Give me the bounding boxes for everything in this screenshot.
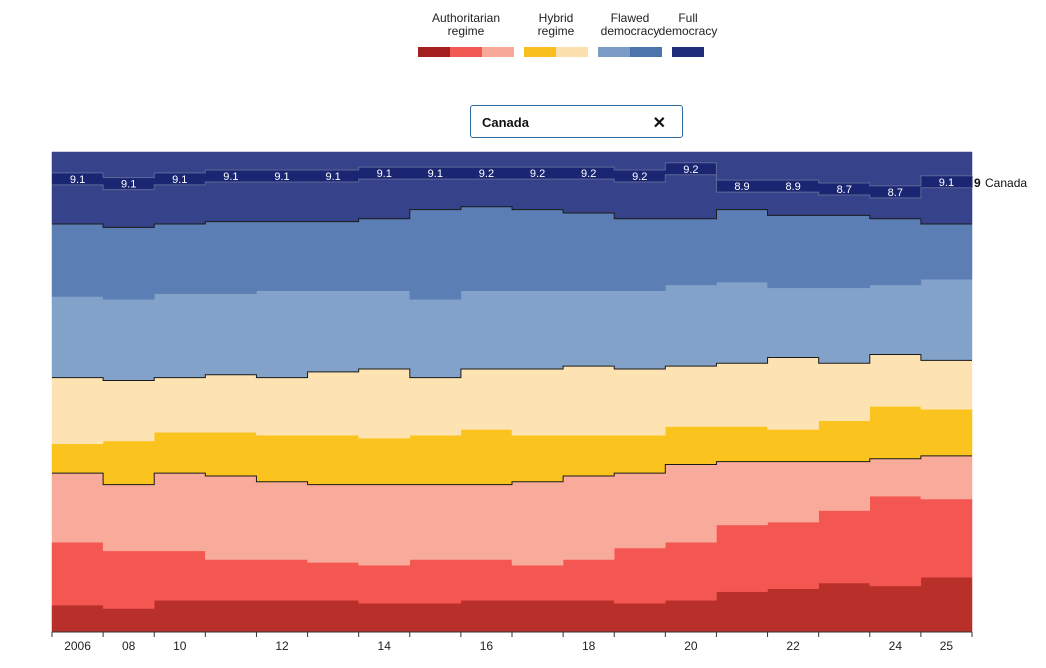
highlight-cell: [716, 180, 769, 193]
legend-swatches: [418, 47, 514, 57]
highlight-cell: [154, 172, 206, 185]
highlight-cell: [563, 167, 615, 180]
legend-label: Authoritarian regime: [418, 12, 514, 38]
x-tick-label: 22: [786, 639, 800, 653]
close-icon[interactable]: ✕: [652, 115, 666, 132]
x-tick-label: 20: [684, 639, 698, 653]
highlight-cell: [205, 170, 257, 182]
score-label: 9.1: [428, 168, 443, 180]
legend-swatches: [598, 47, 662, 57]
category-boundary-line: [52, 206, 972, 228]
legend-group: Hybrid regime: [524, 12, 588, 57]
highlight-cell: [358, 167, 411, 180]
highlight-cell: [614, 170, 666, 182]
legend-group: Authoritarian regime: [418, 12, 514, 57]
legend-swatch: [556, 47, 588, 57]
highlight-outline: [52, 174, 972, 199]
score-label: 9.1: [223, 171, 238, 183]
legend-label-line: Flawed: [610, 11, 650, 25]
legend-group: Flawed democracy: [598, 12, 662, 57]
legend-swatch: [450, 47, 482, 57]
score-label: 9.1: [274, 171, 289, 183]
highlight-cell: [460, 167, 513, 180]
legend-swatch: [672, 47, 704, 57]
legend-label: Full democracy: [656, 12, 720, 38]
legend-swatch: [630, 47, 662, 57]
legend-label-line: regime: [537, 24, 575, 38]
score-label: 9.1: [377, 168, 392, 180]
highlight-cell: [920, 175, 973, 188]
legend: Authoritarian regime Hybrid regime Flawed dem…: [418, 12, 748, 60]
score-label: 9.2: [683, 164, 698, 176]
category-boundary-line: [52, 354, 972, 381]
legend-swatch: [418, 47, 450, 57]
end-value-label: 9: [974, 176, 981, 190]
score-label: 9.2: [581, 168, 596, 180]
highlight-cell: [52, 172, 104, 185]
legend-label-line: Hybrid: [538, 11, 574, 25]
legend-label-line: Full: [678, 11, 698, 25]
legend-swatch: [524, 47, 556, 57]
score-label: 8.9: [785, 181, 800, 193]
legend-swatches: [672, 47, 704, 57]
score-label: 8.7: [888, 187, 903, 199]
legend-label-line: regime: [447, 24, 485, 38]
score-label: 9.1: [121, 179, 136, 191]
category-boundary-line: [52, 455, 972, 486]
highlight-cell: [767, 180, 820, 193]
score-label: 9.2: [479, 168, 494, 180]
score-label: 9.2: [530, 168, 545, 180]
x-tick-label: 16: [480, 639, 494, 653]
x-tick-label: 25: [940, 639, 954, 653]
x-tick-label: 18: [582, 639, 596, 653]
score-label: 9.1: [939, 177, 954, 189]
x-tick-label: 10: [173, 639, 187, 653]
highlight-cell: [818, 182, 871, 195]
country-search-box[interactable]: Canada ✕: [470, 105, 683, 138]
score-label: 9.1: [172, 174, 187, 186]
score-label: 9.2: [632, 171, 647, 183]
legend-label-line: democracy: [600, 24, 660, 38]
x-tick-label: 08: [122, 639, 136, 653]
score-label: 9.1: [325, 171, 340, 183]
legend-label-line: Authoritarian: [431, 11, 501, 25]
legend-label-line: democracy: [658, 24, 718, 38]
legend-label: Hybrid regime: [524, 12, 588, 38]
highlight-cell: [869, 185, 922, 198]
highlight-cell: [103, 177, 155, 190]
score-label: 9.1: [70, 174, 85, 186]
x-tick-label: 2006: [64, 639, 91, 653]
x-tick-label: 12: [275, 639, 289, 653]
x-tick-label: 24: [889, 639, 903, 653]
highlight-cell: [256, 170, 309, 182]
legend-swatch: [482, 47, 514, 57]
highlight-cell: [665, 162, 717, 175]
legend-swatches: [524, 47, 588, 57]
highlight-cell: [307, 170, 360, 182]
score-label: 8.9: [734, 181, 749, 193]
highlight-outline: [52, 162, 972, 187]
legend-swatch: [598, 47, 630, 57]
end-country-label: Canada: [985, 176, 1027, 190]
score-label: 8.7: [837, 184, 852, 196]
search-input[interactable]: Canada: [482, 115, 529, 130]
highlight-cell: [512, 167, 564, 180]
legend-label: Flawed democracy: [598, 12, 662, 38]
x-tick-label: 14: [378, 639, 392, 653]
legend-group: Full democracy: [659, 12, 736, 57]
highlight-cell: [409, 167, 462, 180]
